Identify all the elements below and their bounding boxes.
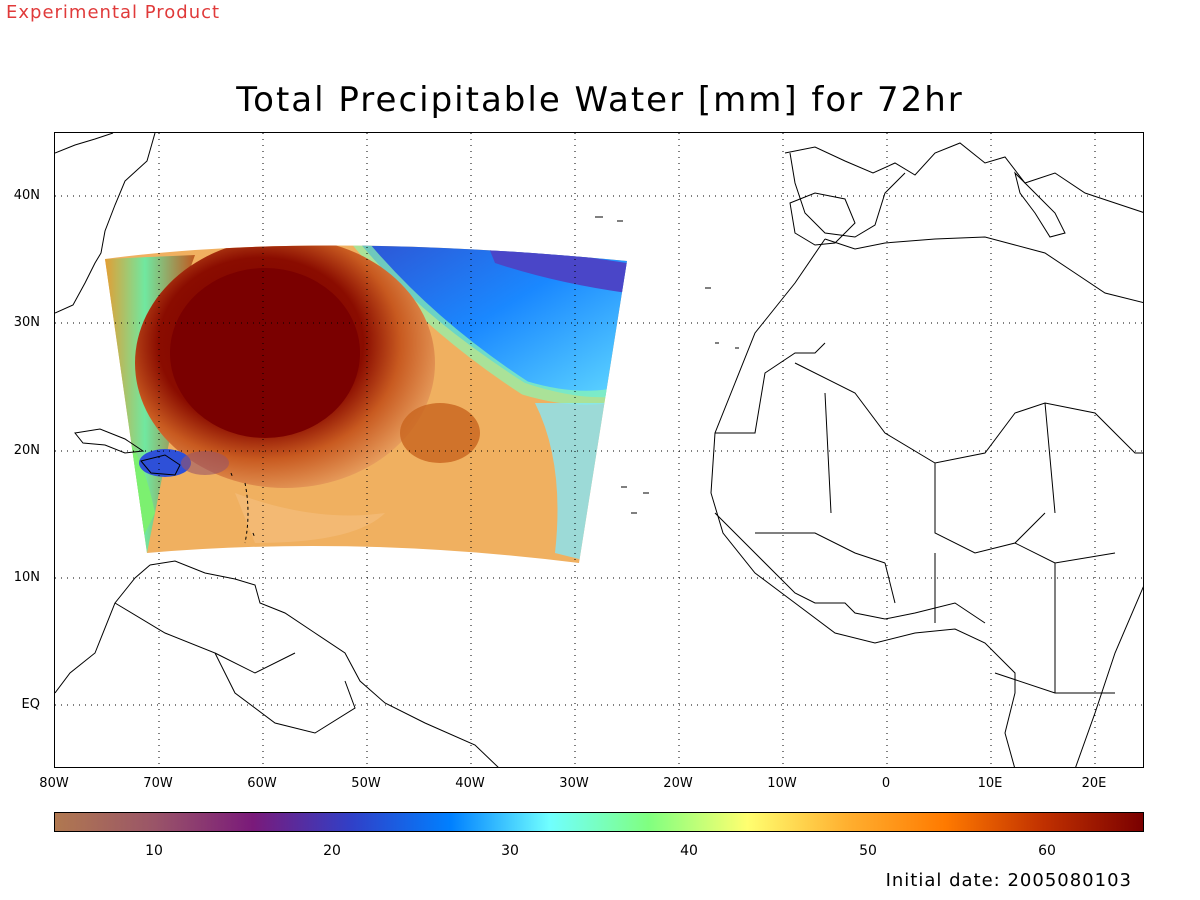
x-tick-label: 40W [455, 776, 485, 791]
x-tick-label: 30W [559, 776, 589, 791]
hispaniola-coast [140, 454, 181, 476]
initial-date-label: Initial date: 2005080103 [885, 870, 1132, 891]
x-tick-label: 20W [663, 776, 693, 791]
y-tick-label: 30N [13, 315, 40, 330]
europe-coast [784, 142, 1143, 238]
x-tick-label: 70W [143, 776, 173, 791]
x-tick-label: 80W [39, 776, 69, 791]
coastlines [55, 133, 1143, 767]
africa-borders [715, 342, 1143, 694]
west-africa-coast [714, 512, 986, 624]
south-america-inner [114, 602, 356, 734]
x-tick-label: 10W [767, 776, 797, 791]
north-america-coast [55, 133, 156, 314]
x-tick-label: 20E [1081, 776, 1107, 791]
colorbar-tick-label: 30 [501, 843, 519, 859]
colorbar-tick-label: 40 [680, 843, 698, 859]
x-tick-label: 10E [977, 776, 1003, 791]
y-tick-label: EQ [21, 697, 40, 712]
south-america-coast [55, 560, 499, 767]
italy [1014, 171, 1066, 238]
colorbar [54, 812, 1144, 832]
map-svg [55, 133, 1143, 767]
cuba-coast [74, 428, 145, 454]
x-tick-label: 60W [247, 776, 277, 791]
iberia [789, 192, 856, 246]
tpw-swath [105, 245, 627, 563]
colorbar-tick-label: 60 [1038, 843, 1056, 859]
colorbar-tick-label: 20 [323, 843, 341, 859]
map-plot-area [54, 132, 1144, 768]
y-tick-label: 10N [13, 570, 40, 585]
colorbar-tick-label: 50 [859, 843, 877, 859]
y-tick-label: 40N [13, 188, 40, 203]
atlantic-islands [595, 216, 739, 514]
x-tick-label: 0 [881, 776, 891, 791]
antilles [230, 472, 256, 544]
y-tick-label: 20N [13, 443, 40, 458]
experimental-product-watermark: Experimental Product [6, 2, 221, 23]
gridlines [55, 133, 1143, 767]
chart-title: Total Precipitable Water [mm] for 72hr [236, 80, 964, 120]
africa-coast [710, 236, 1143, 767]
colorbar-tick-label: 10 [145, 843, 163, 859]
x-tick-label: 50W [351, 776, 381, 791]
